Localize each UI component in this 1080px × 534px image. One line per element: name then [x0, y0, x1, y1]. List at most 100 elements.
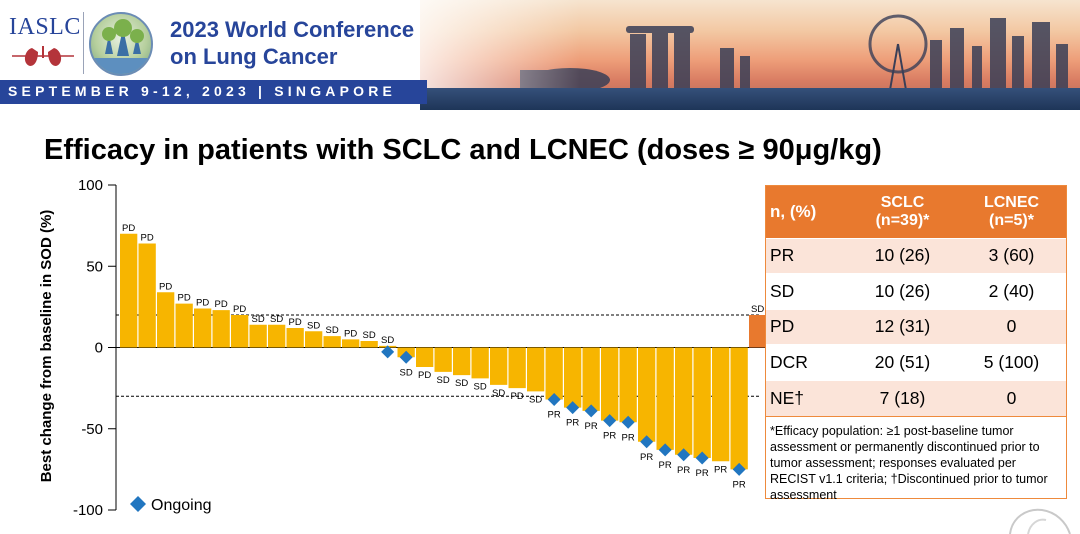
- logo-divider: [83, 12, 84, 74]
- response-label: PR: [622, 432, 635, 443]
- sclc-value: 10 (26): [848, 237, 957, 274]
- ongoing-diamond-icon: [603, 414, 617, 428]
- bar-sclc: [490, 347, 508, 385]
- chart-bar-labels: PD PD PD PD PD PD PD SD SD PD SD SD PD SD SD SD PD SD SD SD…: [122, 223, 764, 491]
- response-table: n, (%) SCLC (n=39)* LCNEC (n=5)* PR 10 (…: [765, 185, 1067, 502]
- slide-title: Efficacy in patients with SCLC and LCNEC…: [44, 134, 882, 166]
- col-header-n: n, (%): [766, 186, 848, 238]
- legend-diamond-icon: [130, 496, 146, 512]
- y-tick-label: 100: [78, 177, 103, 194]
- bar-sclc: [249, 324, 267, 348]
- bar-sclc: [675, 347, 693, 455]
- bar-sclc: [434, 347, 452, 372]
- ongoing-diamond-icon: [399, 350, 413, 364]
- lcnec-value: 2 (40): [957, 273, 1066, 309]
- bar-sclc: [564, 347, 582, 408]
- response-label: PR: [585, 421, 598, 432]
- y-tick-label: 50: [86, 258, 103, 275]
- response-label: PR: [548, 410, 561, 421]
- response-label: SD: [270, 314, 283, 325]
- bar-sclc: [342, 339, 360, 348]
- y-axis-label: Best change from baseline in SOD (%): [38, 210, 55, 483]
- bar-sclc: [712, 347, 730, 462]
- ongoing-diamond-icon: [640, 435, 654, 449]
- response-label: SD: [437, 375, 450, 386]
- conference-banner: IASLC 2023 World Conference on Lung Canc…: [0, 0, 1080, 110]
- response-label: SD: [455, 378, 468, 389]
- bar-sclc: [601, 347, 619, 421]
- table-row: NE† 7 (18) 0: [766, 379, 1066, 416]
- row-label: PR: [766, 237, 848, 274]
- response-label: PD: [122, 223, 135, 234]
- bar-sclc: [305, 331, 323, 348]
- response-label: PR: [733, 479, 746, 490]
- table-row: PR 10 (26) 3 (60): [766, 237, 1066, 274]
- bar-sclc: [157, 292, 175, 348]
- ongoing-diamond-icon: [566, 401, 580, 415]
- col-header-lcnec-name: LCNEC: [983, 193, 1040, 211]
- sclc-value: 10 (26): [848, 273, 957, 309]
- date-bar: SEPTEMBER 9-12, 2023 | SINGAPORE: [0, 80, 427, 104]
- response-label: PD: [289, 317, 302, 328]
- chart-bars: [120, 233, 765, 470]
- response-label: SD: [474, 381, 487, 392]
- col-header-sclc-n: (n=39)*: [875, 211, 930, 229]
- conference-title: 2023 World Conference on Lung Cancer: [170, 16, 414, 70]
- table-row: SD 10 (26) 2 (40): [766, 273, 1066, 309]
- y-tick-label: -100: [73, 502, 103, 519]
- ongoing-diamond-icon: [658, 443, 672, 457]
- y-tick-label: 0: [95, 340, 103, 357]
- ongoing-diamond-icon: [621, 415, 635, 429]
- response-label: PD: [141, 233, 154, 244]
- chart-legend: Ongoing: [130, 496, 212, 514]
- bar-sclc: [656, 347, 674, 450]
- iaslc-logo-text: IASLC: [9, 14, 81, 40]
- response-label: SD: [307, 320, 320, 331]
- response-label: PR: [603, 431, 616, 442]
- row-label: SD: [766, 273, 848, 309]
- response-label: PD: [196, 298, 209, 309]
- response-label: PD: [159, 281, 172, 292]
- row-label: DCR: [766, 344, 848, 380]
- ongoing-diamond-icon: [677, 448, 691, 462]
- bar-sclc: [286, 328, 304, 348]
- bar-sclc: [638, 347, 656, 442]
- wclc-gardens-logo: [89, 12, 153, 76]
- bar-sclc: [508, 347, 526, 389]
- bar-sclc: [582, 347, 600, 411]
- lcnec-value: 3 (60): [957, 237, 1066, 274]
- bar-sclc: [730, 347, 748, 470]
- bar-sclc: [323, 336, 341, 348]
- bar-lcnec: [749, 315, 765, 348]
- response-label: SD: [381, 335, 394, 346]
- ongoing-diamond-icon: [381, 345, 395, 359]
- col-header-sclc: SCLC (n=39)*: [848, 186, 957, 238]
- response-label: PR: [714, 464, 727, 475]
- ongoing-diamond-icon: [732, 462, 746, 476]
- y-tick-label: -50: [81, 421, 103, 438]
- response-label: PR: [566, 418, 579, 429]
- bar-sclc: [194, 308, 212, 348]
- table-footnote: *Efficacy population: ≥1 post-baseline t…: [766, 415, 1066, 503]
- bar-sclc: [527, 347, 545, 392]
- lion-watermark-icon: [1009, 508, 1071, 534]
- bar-sclc: [212, 310, 230, 348]
- lcnec-value: 5 (100): [957, 344, 1066, 380]
- bar-sclc: [471, 347, 489, 379]
- ongoing-diamond-icon: [695, 451, 709, 465]
- bar-sclc: [268, 324, 286, 348]
- bar-sclc: [360, 341, 378, 348]
- sclc-value: 20 (51): [848, 344, 957, 380]
- response-label: PR: [696, 468, 709, 479]
- conference-title-line2: on Lung Cancer: [170, 44, 338, 69]
- ongoing-diamond-icon: [584, 404, 598, 418]
- table-row: PD 12 (31) 0: [766, 308, 1066, 345]
- lcnec-value: 0: [957, 379, 1066, 416]
- bar-sclc: [175, 303, 193, 348]
- response-label: SD: [751, 304, 764, 315]
- response-label: SD: [252, 314, 265, 325]
- bar-sclc: [231, 315, 249, 348]
- response-label: PD: [511, 391, 524, 402]
- lungs-icon: [12, 46, 74, 66]
